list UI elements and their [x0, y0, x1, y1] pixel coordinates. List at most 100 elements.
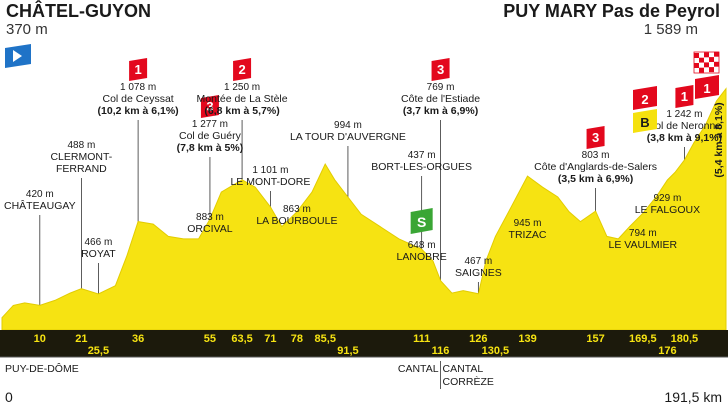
waypoint-name: CHÂTEAUGAY: [4, 199, 76, 212]
region-label-cantal-right: CANTAL: [443, 363, 484, 375]
km-band: [0, 330, 728, 357]
elevation-profile-area: [1, 87, 727, 331]
climb-category-number: 2: [238, 62, 245, 77]
climb-altitude: 1 250 m: [224, 82, 260, 93]
checkered-finish-icon: [694, 68, 699, 73]
waypoint-altitude: 467 m: [464, 256, 492, 267]
finish-climb-detail: (5,4 km à 8,1%): [713, 102, 725, 177]
waypoint-altitude: 488 m: [67, 140, 95, 151]
region-label-correze: CORRÈZE: [443, 375, 494, 388]
km-label: 180,5: [671, 333, 699, 345]
finish-climb-badge: [633, 86, 657, 110]
waypoint-name: LA TOUR D'AUVERGNE: [290, 131, 406, 143]
waypoint-altitude: 883 m: [196, 212, 224, 223]
checkered-finish-icon: [714, 56, 719, 62]
finish-town-name: PUY MARY Pas de Peyrol: [503, 1, 720, 21]
climb-category-number: 3: [592, 130, 599, 145]
checkered-finish-border: [693, 51, 720, 74]
checkered-finish-icon: [714, 51, 719, 57]
waypoint-name: LE MONT-DORE: [230, 176, 310, 188]
start-town-name: CHÂTEL-GUYON: [6, 1, 151, 21]
distance-start: 0: [5, 389, 13, 405]
finish-markers: 2B1(5,4 km à 8,1%): [633, 51, 725, 178]
waypoint-name: LA BOURBOULE: [256, 215, 337, 227]
waypoint-altitude: 929 m: [654, 193, 682, 204]
km-label: 126: [469, 333, 487, 345]
bonus-label: B: [640, 115, 649, 130]
finish-climb-badge-2: [695, 75, 719, 99]
checkered-finish-icon: [694, 58, 699, 63]
start-altitude: 370 m: [6, 21, 48, 38]
km-label: 36: [132, 333, 144, 345]
km-label: 10: [34, 333, 46, 345]
climb-category-badge: [431, 58, 450, 81]
climb-name: Côte de l'Estiade: [401, 93, 480, 105]
waypoint-altitude: 994 m: [334, 120, 362, 131]
waypoint-altitude: 420 m: [26, 189, 54, 200]
climb-detail: (3,8 km à 9,1%): [647, 132, 722, 144]
waypoint-name: BORT-LES-ORGUES: [371, 161, 472, 173]
checkered-finish-icon: [694, 63, 699, 68]
checkered-finish-icon: [694, 53, 699, 58]
checkered-finish-icon: [714, 61, 719, 67]
waypoint-name: TRIZAC: [509, 229, 547, 241]
waypoint-name: CLERMONT-: [50, 151, 112, 163]
checkered-finish-icon: [704, 67, 709, 73]
climb-name: Montée de La Stèle: [197, 93, 288, 105]
km-label: 85,5: [315, 333, 336, 345]
climb-category-number: 3: [437, 62, 444, 77]
distance-total: 191,5 km: [664, 389, 722, 405]
checkered-finish-icon: [704, 62, 709, 68]
checkered-finish-icon: [699, 62, 704, 68]
climb-altitude: 1 242 m: [666, 109, 702, 120]
sprint-badge: [410, 208, 433, 234]
waypoint-altitude: 1 101 m: [252, 165, 288, 176]
waypoint-name: SAIGNES: [455, 267, 502, 279]
checkered-finish-icon: [709, 67, 714, 73]
waypoint-altitude: 437 m: [408, 150, 436, 161]
climb-detail: (6,8 km à 5,7%): [204, 105, 279, 117]
finish-climb-category: 2: [641, 92, 648, 107]
climb-detail: (7,8 km à 5%): [177, 142, 244, 154]
climb-category-badge: [233, 58, 252, 81]
climb-name: Côte d'Anglards-de-Salers: [534, 161, 657, 173]
finish-climb-category-2: 1: [703, 81, 710, 96]
checkered-finish-icon: [709, 62, 714, 68]
checkered-finish-icon: [699, 57, 704, 63]
checkered-finish-icon: [709, 57, 714, 63]
climb-category-badge: [129, 58, 148, 81]
climb-altitude: 1 277 m: [192, 119, 228, 130]
sprint-marker: S: [410, 208, 433, 234]
climb-detail: (10,2 km à 6,1%): [98, 105, 179, 117]
km-label: 55: [204, 333, 216, 345]
waypoint-altitude: 648 m: [408, 240, 436, 251]
climb-name: Col de Guéry: [179, 130, 242, 142]
waypoint-name: FERRAND: [56, 163, 107, 175]
km-label: 116: [432, 345, 450, 357]
checkered-finish-icon: [699, 52, 704, 58]
checkered-finish-icon: [704, 57, 709, 63]
climb-altitude: 1 078 m: [120, 82, 156, 93]
waypoint-name: ORCIVAL: [187, 223, 232, 235]
km-label: 25,5: [88, 345, 109, 357]
waypoint-name: LE FALGOUX: [635, 204, 700, 216]
km-label: 157: [586, 333, 604, 345]
km-label: 139: [518, 333, 536, 345]
waypoint-altitude: 945 m: [514, 218, 542, 229]
checkered-finish-icon: [709, 52, 714, 58]
sprint-label: S: [417, 214, 426, 230]
climb-category-badge: [675, 85, 694, 108]
region-label-puy-de-dome: PUY-DE-DÔME: [5, 362, 79, 375]
checkered-finish-icon: [714, 66, 719, 72]
climb-category-number: 1: [681, 89, 688, 104]
waypoint-altitude: 794 m: [629, 228, 657, 239]
climb-detail: (3,7 km à 6,9%): [403, 105, 478, 117]
region-label-cantal-left: CANTAL: [398, 363, 439, 375]
bonus-badge: [633, 109, 657, 133]
km-label: 21: [75, 333, 87, 345]
